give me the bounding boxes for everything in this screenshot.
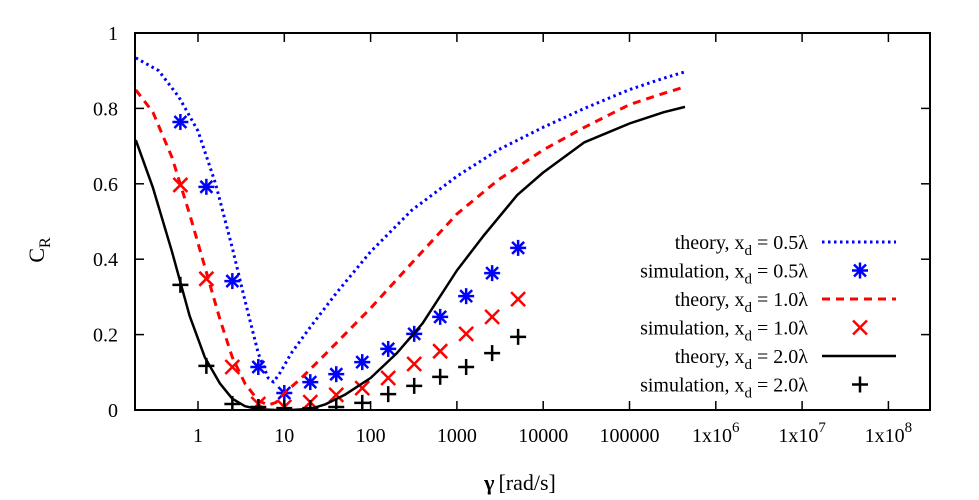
x-axis-title: γ [rad/s] xyxy=(483,470,556,495)
data-layer xyxy=(135,56,686,410)
x-tick-label: 1x107 xyxy=(778,420,826,447)
data-point xyxy=(458,359,475,376)
data-point xyxy=(198,178,215,195)
data-point xyxy=(432,368,449,385)
data-point xyxy=(458,325,475,342)
data-point xyxy=(510,328,527,345)
y-tick-label: 0 xyxy=(108,400,118,422)
data-point xyxy=(380,340,397,357)
data-point xyxy=(484,265,501,282)
legend-label: simulation, xd = 2.0λ xyxy=(640,375,808,402)
data-point xyxy=(328,387,345,403)
y-tick-label: 0.8 xyxy=(93,98,118,120)
x-tick-label: 1 xyxy=(193,425,203,447)
y-axis-title: CR xyxy=(24,237,54,263)
legend-swatch-marker xyxy=(852,262,868,279)
data-point xyxy=(510,291,526,308)
data-point xyxy=(380,370,397,386)
data-point xyxy=(224,273,241,290)
data-point xyxy=(354,394,371,410)
legend-label: theory, xd = 0.5λ xyxy=(675,232,809,259)
legend-swatch-marker xyxy=(852,376,868,393)
legend-label: simulation, xd = 1.0λ xyxy=(640,318,808,345)
x-tick-label: 100 xyxy=(356,425,386,447)
x-tick-label: 10 xyxy=(274,425,294,447)
x-tick-label: 1x108 xyxy=(865,420,913,447)
y-tick-label: 0.4 xyxy=(93,249,118,271)
y-tick-label: 0.2 xyxy=(93,325,118,347)
data-point xyxy=(432,343,449,360)
data-point xyxy=(354,354,371,371)
x-tick-label: 100000 xyxy=(600,425,660,447)
data-point xyxy=(328,398,345,410)
legend-swatch-marker xyxy=(852,319,868,336)
data-point xyxy=(172,113,189,130)
data-point xyxy=(224,359,241,375)
theory-curve-4 xyxy=(135,105,686,410)
data-point xyxy=(354,380,371,397)
data-point xyxy=(250,398,267,410)
data-point xyxy=(172,276,189,293)
data-point xyxy=(250,359,267,376)
legend-label: theory, xd = 2.0λ xyxy=(675,346,809,373)
legend-label: theory, xd = 1.0λ xyxy=(675,289,809,316)
data-point xyxy=(302,400,319,410)
y-tick-label: 1 xyxy=(108,23,118,45)
y-tick-label: 0.6 xyxy=(93,174,118,196)
theory-curve-2 xyxy=(135,85,686,407)
data-point xyxy=(406,377,423,394)
data-point xyxy=(198,357,215,374)
data-point xyxy=(198,270,215,287)
legend-label: simulation, xd = 0.5λ xyxy=(640,261,808,288)
data-point xyxy=(510,239,527,256)
x-tick-label: 10000 xyxy=(518,425,568,447)
x-tick-label: 1x106 xyxy=(692,420,740,447)
data-point xyxy=(484,308,501,325)
data-point xyxy=(172,177,189,193)
data-point xyxy=(484,345,501,362)
data-point xyxy=(406,356,423,372)
data-point xyxy=(302,374,319,391)
data-point xyxy=(432,308,449,325)
y-axis: 0 0.2 0.4 0.6 0.8 1 xyxy=(93,23,930,422)
plot-frame xyxy=(134,32,931,411)
x-axis: 1 10 100 1000 10000 100000 1x106 1x107 1x108 xyxy=(193,33,912,447)
data-point xyxy=(458,288,475,305)
x-tick-label: 1000 xyxy=(437,425,477,447)
data-point xyxy=(328,366,345,383)
data-point xyxy=(380,386,397,403)
